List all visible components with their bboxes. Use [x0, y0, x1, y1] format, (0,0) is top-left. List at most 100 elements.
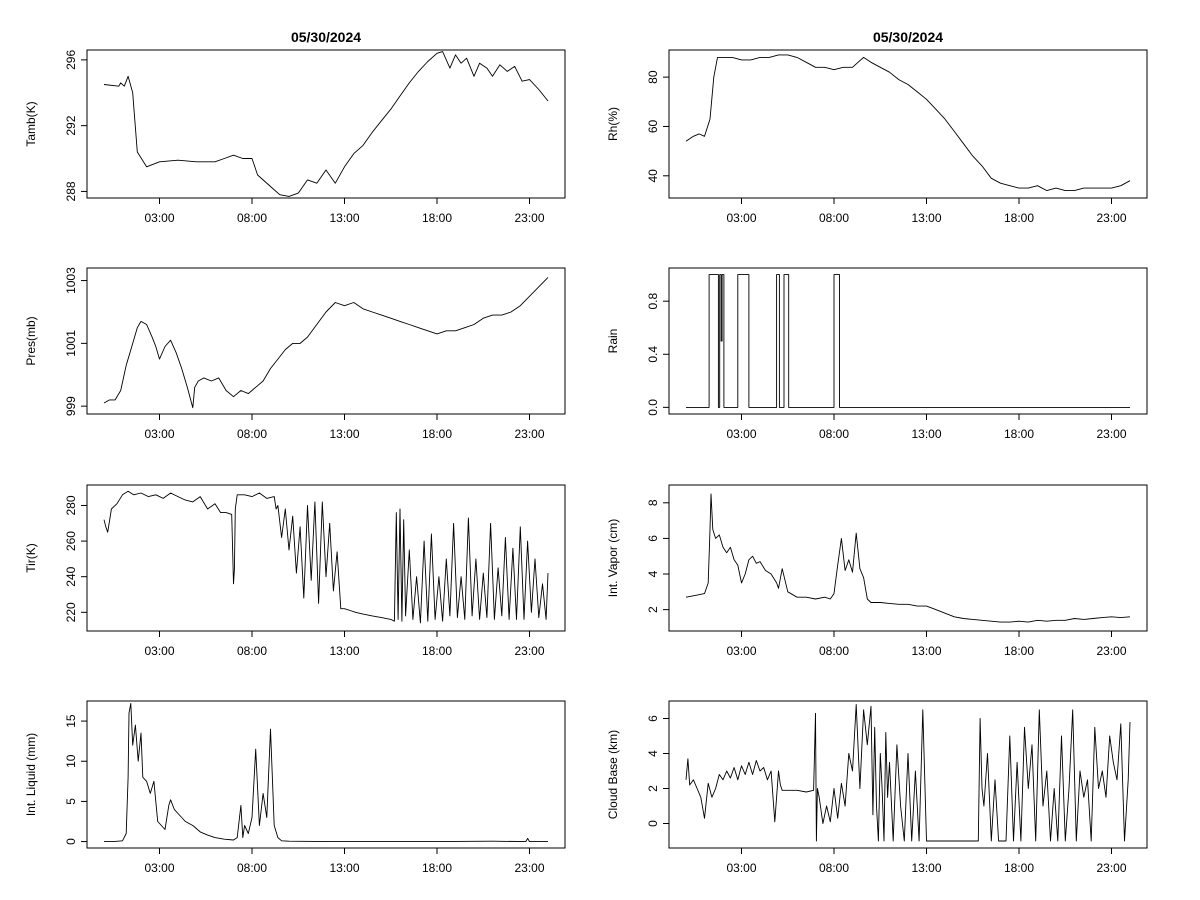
y-tick-label: 80 [646, 70, 660, 84]
y-axis-label: Int. Liquid (mm) [24, 733, 38, 816]
panel-tamb-k: 05/30/2024 03:00 08:00 13:00 18:00 23:00 288 29… [24, 29, 566, 225]
x-tick-label: 13:00 [329, 861, 359, 875]
x-tick-label: 03:00 [726, 861, 756, 875]
x-tick-label: 03:00 [144, 427, 174, 441]
x-tick-label: 08:00 [819, 427, 849, 441]
chart-title: 05/30/2024 [873, 29, 943, 45]
series-line-int-liquid-mm [104, 702, 548, 843]
plot-frame [86, 484, 566, 632]
x-tick-label: 03:00 [144, 644, 174, 658]
y-tick-label: 2 [646, 785, 660, 792]
x-tick-label: 18:00 [1004, 211, 1034, 225]
y-axis-label: Pres(mb) [24, 316, 38, 365]
x-tick-label: 18:00 [1004, 861, 1034, 875]
y-tick-label: 10 [64, 754, 78, 768]
series-line-rh [685, 54, 1131, 192]
y-tick-label: 15 [64, 714, 78, 728]
plot-frame [668, 700, 1148, 849]
x-tick-label: 08:00 [237, 861, 267, 875]
series-line-tamb-k [103, 51, 549, 197]
y-tick-label: 220 [64, 602, 78, 622]
plot-frame [86, 267, 566, 415]
y-tick-label: 296 [64, 50, 78, 70]
y-tick-label: 0 [646, 820, 660, 827]
x-tick-label: 08:00 [237, 211, 267, 225]
y-tick-label: 8 [646, 499, 660, 506]
y-tick-label: 6 [646, 535, 660, 542]
plot-frame [668, 267, 1148, 415]
y-axis-label: Rh(%) [606, 107, 620, 141]
y-tick-label: 4 [646, 570, 660, 577]
x-tick-label: 23:00 [514, 644, 544, 658]
x-tick-label: 13:00 [911, 211, 941, 225]
series-line-int-vapor-cm [685, 493, 1131, 623]
y-tick-label: 1003 [64, 267, 78, 294]
series-line-pres-mb [103, 277, 549, 409]
x-tick-label: 13:00 [911, 427, 941, 441]
y-tick-label: 280 [64, 495, 78, 515]
y-tick-label: 5 [64, 798, 78, 805]
x-tick-label: 13:00 [911, 861, 941, 875]
chart-title: 05/30/2024 [291, 29, 361, 45]
series-line-tir-k [103, 490, 549, 624]
x-tick-label: 18:00 [422, 427, 452, 441]
series-line-cloud-base-km [685, 704, 1131, 842]
x-tick-label: 23:00 [1096, 861, 1126, 875]
x-tick-label: 08:00 [819, 861, 849, 875]
panel-rh: 05/30/2024 03:00 08:00 13:00 18:00 23:00 40 60 8… [606, 29, 1148, 225]
x-tick-label: 03:00 [726, 427, 756, 441]
y-tick-label: 0.0 [646, 399, 660, 416]
x-tick-label: 18:00 [422, 861, 452, 875]
y-tick-label: 260 [64, 531, 78, 551]
y-tick-label: 999 [64, 396, 78, 416]
y-tick-label: 2 [646, 606, 660, 613]
y-tick-label: 292 [64, 115, 78, 135]
x-tick-label: 18:00 [422, 211, 452, 225]
series-line-rain [686, 274, 1130, 408]
x-tick-label: 13:00 [911, 644, 941, 658]
panel-cloud-base-km: 03:00 08:00 13:00 18:00 23:00 0 2 4 6 Cloud Base … [606, 700, 1148, 875]
y-tick-label: 4 [646, 750, 660, 757]
y-axis-label: Tir(K) [24, 543, 38, 573]
y-axis-label: Cloud Base (km) [606, 730, 620, 819]
x-tick-label: 23:00 [514, 861, 544, 875]
x-tick-label: 03:00 [144, 861, 174, 875]
y-tick-label: 40 [646, 169, 660, 183]
y-tick-label: 288 [64, 181, 78, 201]
x-tick-label: 03:00 [144, 211, 174, 225]
x-tick-label: 18:00 [422, 644, 452, 658]
x-tick-label: 08:00 [819, 644, 849, 658]
plot-frame [668, 49, 1148, 199]
plot-frame [668, 484, 1148, 632]
panel-tir-k: 03:00 08:00 13:00 18:00 23:00 220 240 260 280 Tir… [24, 484, 566, 658]
x-tick-label: 08:00 [237, 427, 267, 441]
panel-rain: 03:00 08:00 13:00 18:00 23:00 0.0 0.4 0.8 Rain [606, 267, 1148, 441]
plot-frame [86, 700, 566, 849]
y-tick-label: 1001 [64, 330, 78, 357]
x-tick-label: 08:00 [819, 211, 849, 225]
x-tick-label: 03:00 [726, 644, 756, 658]
y-tick-label: 0.8 [646, 293, 660, 310]
panel-pres-mb: 03:00 08:00 13:00 18:00 23:00 999 1001 1003 Pres… [24, 267, 566, 441]
y-axis-label: Int. Vapor (cm) [606, 519, 620, 597]
y-tick-label: 0.4 [646, 346, 660, 363]
x-tick-label: 13:00 [329, 644, 359, 658]
x-tick-label: 08:00 [237, 644, 267, 658]
x-tick-label: 23:00 [1096, 427, 1126, 441]
x-tick-label: 03:00 [726, 211, 756, 225]
y-axis-label: Rain [606, 329, 620, 354]
x-tick-label: 23:00 [514, 427, 544, 441]
y-tick-label: 6 [646, 715, 660, 722]
y-axis-label: Tamb(K) [24, 101, 38, 146]
x-tick-label: 18:00 [1004, 644, 1034, 658]
x-tick-label: 23:00 [1096, 644, 1126, 658]
x-tick-label: 23:00 [514, 211, 544, 225]
x-tick-label: 13:00 [329, 211, 359, 225]
y-tick-label: 240 [64, 566, 78, 586]
plot-frame [86, 49, 566, 199]
y-tick-label: 0 [64, 838, 78, 845]
panel-int-liquid-mm: 03:00 08:00 13:00 18:00 23:00 0 5 10 15 Int. Liqu… [24, 700, 566, 875]
y-tick-label: 60 [646, 119, 660, 133]
x-tick-label: 13:00 [329, 427, 359, 441]
